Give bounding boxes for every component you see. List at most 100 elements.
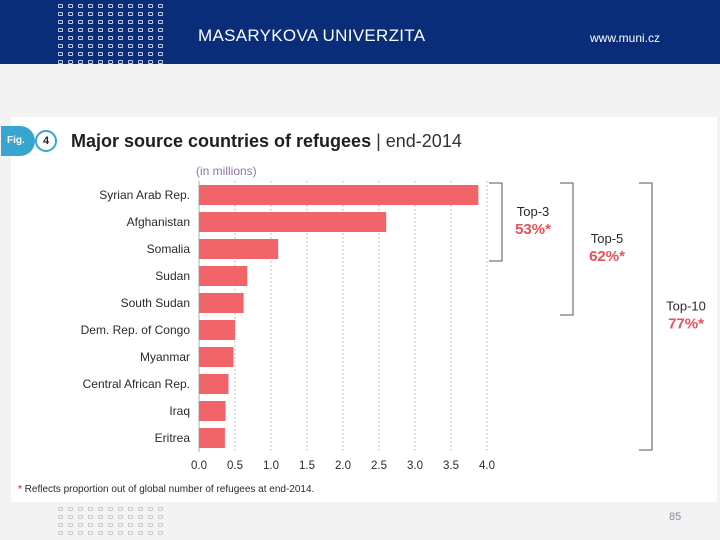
bar	[199, 212, 387, 232]
logo-dot	[128, 515, 133, 519]
x-tick-label: 1.5	[299, 460, 315, 472]
logo-dot	[118, 36, 123, 40]
logo-dot	[78, 52, 83, 56]
x-tick-label: 2.0	[335, 460, 351, 472]
logo-dot	[108, 4, 113, 8]
logo-dot	[98, 28, 103, 32]
logo-dot	[148, 36, 153, 40]
logo-dot	[128, 36, 133, 40]
logo-dot	[68, 523, 73, 527]
logo-dot	[118, 531, 123, 535]
logo-dot	[138, 507, 143, 511]
logo-dot	[58, 52, 63, 56]
bracket-line	[489, 182, 503, 262]
logo-dot	[148, 52, 153, 56]
logo-dot	[58, 36, 63, 40]
logo-dot	[78, 28, 83, 32]
logo-dot	[138, 12, 143, 16]
logo-dot	[88, 36, 93, 40]
logo-dot	[58, 12, 63, 16]
x-tick-label: 0.0	[191, 460, 207, 472]
logo-dot	[138, 20, 143, 24]
logo-dot	[148, 28, 153, 32]
logo-dot	[88, 12, 93, 16]
logo-dot	[88, 60, 93, 64]
logo-dot	[108, 20, 113, 24]
footnote: * Reflects proportion out of global numb…	[18, 484, 314, 495]
chart-title-main: Major source countries of refugees	[71, 131, 372, 151]
logo-dot	[78, 507, 83, 511]
logo-dot	[108, 515, 113, 519]
logo-dot	[158, 531, 163, 535]
bar	[199, 266, 248, 286]
logo-dot	[108, 28, 113, 32]
bar	[199, 374, 229, 394]
logo-dot	[148, 531, 153, 535]
logo-dot	[68, 44, 73, 48]
logo-dot	[88, 20, 93, 24]
logo-dot	[118, 523, 123, 527]
unit-note: (in millions)	[196, 164, 257, 178]
header-bar: MASARYKOVA UNIVERZITA www.muni.cz	[0, 0, 720, 72]
logo-dot	[68, 60, 73, 64]
category-label: Dem. Rep. of Congo	[81, 323, 191, 337]
logo-dot	[58, 531, 63, 535]
logo-dot	[58, 515, 63, 519]
logo-dot	[138, 523, 143, 527]
logo-dot	[118, 44, 123, 48]
website-link[interactable]: www.muni.cz	[590, 31, 661, 45]
logo-dot	[118, 20, 123, 24]
bar	[199, 320, 235, 340]
logo-dot	[98, 515, 103, 519]
logo-dot	[118, 60, 123, 64]
logo-dot	[158, 20, 163, 24]
logo-dot	[118, 12, 123, 16]
bracket-line	[560, 182, 574, 316]
logo-dot	[68, 28, 73, 32]
logo-dot	[108, 12, 113, 16]
logo-dot	[58, 44, 63, 48]
logo-dot	[88, 531, 93, 535]
chart-bars	[199, 185, 479, 448]
bar	[199, 347, 234, 367]
logo-dot	[148, 60, 153, 64]
logo-dot	[158, 515, 163, 519]
logo-dot	[128, 507, 133, 511]
chart-title-date: end-2014	[385, 131, 462, 151]
logo-dot	[158, 60, 163, 64]
logo-dot	[88, 523, 93, 527]
logo-dot	[78, 36, 83, 40]
logo-dot	[148, 20, 153, 24]
category-label: Afghanistan	[127, 215, 190, 229]
logo-dot	[88, 44, 93, 48]
logo-dot	[108, 44, 113, 48]
figure-panel	[11, 117, 717, 502]
chart-brackets: Top-3 53%* Top-5 62%* Top-10 77%*	[489, 182, 706, 451]
logo-dot	[88, 28, 93, 32]
logo-dot	[68, 507, 73, 511]
figure-number-badge: 4	[35, 130, 57, 152]
logo-dot	[138, 44, 143, 48]
logo-dot	[58, 523, 63, 527]
bar	[199, 428, 225, 448]
chart-x-ticks: 0.0 0.5 1.0 1.5 2.0 2.5 3.0 3.5 4.0	[191, 460, 495, 472]
bar	[199, 293, 244, 313]
logo-dot	[78, 515, 83, 519]
logo-dot	[118, 507, 123, 511]
category-label: Myanmar	[140, 350, 190, 364]
bracket-label: Top-10	[666, 299, 706, 314]
logo-dot	[118, 28, 123, 32]
x-tick-label: 4.0	[479, 460, 495, 472]
logo-dot	[68, 36, 73, 40]
logo-dot	[128, 20, 133, 24]
logo-dot	[128, 4, 133, 8]
category-label: Central African Rep.	[83, 377, 190, 391]
chart-category-labels: Syrian Arab Rep. Afghanistan Somalia Sudan S…	[81, 188, 191, 445]
logo-dot	[78, 44, 83, 48]
category-label: Sudan	[155, 269, 190, 283]
logo-dot	[148, 523, 153, 527]
logo-dot	[138, 4, 143, 8]
logo-dot	[128, 60, 133, 64]
logo-dot	[78, 531, 83, 535]
logo-dot	[68, 515, 73, 519]
